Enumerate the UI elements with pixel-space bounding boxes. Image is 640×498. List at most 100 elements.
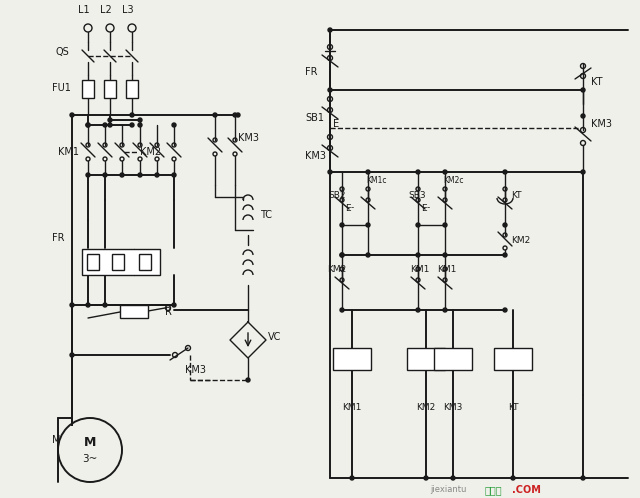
- Text: KM2c: KM2c: [443, 175, 463, 184]
- Text: M: M: [52, 435, 61, 445]
- Text: E: E: [345, 204, 351, 213]
- Bar: [104, 80, 116, 98]
- Circle shape: [70, 353, 74, 357]
- Bar: [87, 254, 99, 270]
- Text: KM3: KM3: [185, 365, 206, 375]
- Text: KT: KT: [591, 77, 602, 87]
- Text: KM3: KM3: [238, 133, 259, 143]
- Text: KM2: KM2: [417, 402, 436, 411]
- Text: FU1: FU1: [52, 83, 71, 93]
- Circle shape: [86, 123, 90, 127]
- Text: KM1: KM1: [437, 265, 456, 274]
- Circle shape: [340, 253, 344, 257]
- Circle shape: [350, 476, 354, 480]
- Text: QS: QS: [55, 47, 68, 57]
- Circle shape: [70, 303, 74, 307]
- Bar: [126, 80, 138, 98]
- Circle shape: [366, 253, 370, 257]
- Circle shape: [581, 88, 585, 92]
- Text: SB2: SB2: [328, 191, 346, 200]
- Circle shape: [503, 170, 507, 174]
- Text: .COM: .COM: [512, 485, 541, 495]
- Circle shape: [443, 223, 447, 227]
- Circle shape: [138, 118, 142, 122]
- Circle shape: [581, 170, 585, 174]
- Circle shape: [424, 476, 428, 480]
- Circle shape: [172, 123, 176, 127]
- Bar: [333, 348, 371, 370]
- Text: KM2: KM2: [140, 147, 161, 157]
- Text: KM1: KM1: [342, 402, 362, 411]
- Circle shape: [70, 113, 74, 117]
- Text: L3: L3: [122, 5, 134, 15]
- Circle shape: [581, 114, 585, 118]
- Circle shape: [233, 113, 237, 117]
- Circle shape: [328, 88, 332, 92]
- Text: KT: KT: [511, 191, 522, 200]
- Bar: [407, 348, 445, 370]
- Text: KM3: KM3: [591, 119, 612, 129]
- Text: E: E: [333, 119, 339, 129]
- Circle shape: [236, 113, 240, 117]
- Text: FR: FR: [305, 67, 317, 77]
- Circle shape: [366, 223, 370, 227]
- Circle shape: [503, 253, 507, 257]
- Circle shape: [503, 223, 507, 227]
- Bar: [494, 348, 532, 370]
- Circle shape: [328, 28, 332, 32]
- Bar: [434, 348, 472, 370]
- Text: R: R: [165, 307, 172, 317]
- Text: KM1c: KM1c: [366, 175, 387, 184]
- Circle shape: [443, 170, 447, 174]
- Circle shape: [416, 223, 420, 227]
- Circle shape: [366, 170, 370, 174]
- Circle shape: [130, 123, 134, 127]
- Bar: [82, 80, 94, 98]
- Circle shape: [86, 123, 90, 127]
- Text: KM1: KM1: [58, 147, 79, 157]
- Text: KM3: KM3: [444, 402, 463, 411]
- Text: SB3: SB3: [408, 191, 426, 200]
- Circle shape: [138, 173, 142, 177]
- Circle shape: [328, 170, 332, 174]
- Circle shape: [443, 308, 447, 312]
- Text: KM2: KM2: [511, 236, 531, 245]
- Circle shape: [443, 253, 447, 257]
- Circle shape: [581, 476, 585, 480]
- Text: L2: L2: [100, 5, 112, 15]
- Text: 3~: 3~: [83, 454, 98, 464]
- Circle shape: [416, 170, 420, 174]
- Text: M: M: [84, 435, 96, 449]
- Circle shape: [86, 173, 90, 177]
- Circle shape: [172, 173, 176, 177]
- Circle shape: [340, 223, 344, 227]
- Circle shape: [503, 308, 507, 312]
- Circle shape: [120, 173, 124, 177]
- Circle shape: [246, 378, 250, 382]
- Bar: [82, 249, 160, 275]
- Circle shape: [172, 303, 176, 307]
- Circle shape: [130, 113, 134, 117]
- Circle shape: [103, 173, 107, 177]
- Circle shape: [108, 123, 112, 127]
- Circle shape: [86, 303, 90, 307]
- Text: -: -: [351, 204, 355, 213]
- Circle shape: [213, 113, 217, 117]
- Text: KM3: KM3: [305, 151, 326, 161]
- Text: SB1: SB1: [305, 113, 324, 123]
- Circle shape: [138, 123, 142, 127]
- Circle shape: [340, 308, 344, 312]
- Text: jiexiantu: jiexiantu: [430, 486, 467, 495]
- Text: 接线图: 接线图: [485, 485, 502, 495]
- Text: -: -: [427, 204, 430, 213]
- Text: FR: FR: [52, 233, 65, 243]
- Circle shape: [340, 253, 344, 257]
- Bar: [112, 254, 124, 270]
- Text: L1: L1: [78, 5, 90, 15]
- Text: KM1: KM1: [410, 265, 429, 274]
- Circle shape: [416, 308, 420, 312]
- Text: KT: KT: [508, 402, 518, 411]
- Text: VC: VC: [268, 332, 282, 342]
- Circle shape: [103, 303, 107, 307]
- Circle shape: [416, 253, 420, 257]
